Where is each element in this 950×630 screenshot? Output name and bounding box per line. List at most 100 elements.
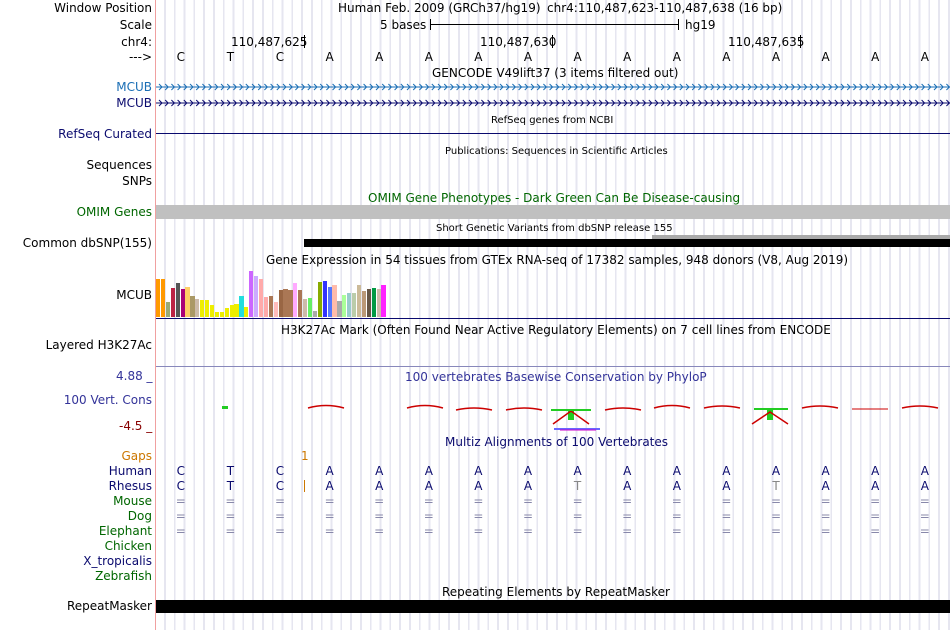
phylop-label[interactable]: 100 Vert. Cons — [63, 393, 152, 407]
multiz-title[interactable]: Multiz Alignments of 100 Vertebrates — [445, 435, 669, 449]
conserved-base-mark: = — [919, 509, 930, 523]
gtex-tissue-bar[interactable] — [268, 296, 273, 317]
gtex-tissue-bar[interactable] — [307, 298, 313, 317]
conserved-base-mark: = — [671, 509, 682, 523]
phylop-title[interactable]: 100 vertebrates Basewise Conservation by… — [405, 370, 707, 384]
publications-snps-label[interactable]: SNPs — [122, 174, 152, 188]
omim-label[interactable]: OMIM Genes — [76, 205, 152, 219]
gtex-tissue-bar[interactable] — [249, 271, 254, 317]
multiz-species-rhesus[interactable]: Rhesus — [108, 479, 152, 493]
gtex-tissue-bar[interactable] — [347, 293, 352, 317]
rhesus-base: A — [821, 479, 830, 493]
gtex-tissue-bar[interactable] — [312, 311, 318, 317]
conserved-base-mark: = — [572, 509, 583, 523]
human-base: A — [325, 464, 334, 478]
gtex-tissue-bar[interactable] — [214, 312, 220, 317]
omim-gene-bar[interactable] — [156, 205, 950, 219]
gtex-tissue-bar[interactable] — [381, 285, 386, 317]
gtex-tissue-bar[interactable] — [205, 300, 210, 317]
gtex-tissue-bar[interactable] — [366, 289, 371, 317]
phylop-plot[interactable] — [156, 398, 950, 434]
gtex-tissue-bar[interactable] — [332, 285, 337, 317]
repeatmasker-title[interactable]: Repeating Elements by RepeatMasker — [442, 585, 670, 599]
gtex-tissue-bar[interactable] — [303, 299, 308, 317]
gtex-tissue-bar[interactable] — [209, 305, 215, 317]
conserved-base-mark: = — [721, 524, 732, 538]
refseq-label[interactable]: RefSeq Curated — [58, 127, 152, 141]
gtex-tissue-bar[interactable] — [170, 288, 175, 317]
conserved-base-mark: = — [671, 494, 682, 508]
base-letter: C — [275, 50, 285, 64]
gtex-tissue-bar[interactable] — [229, 305, 234, 317]
gtex-tissue-bar[interactable] — [356, 285, 362, 317]
gtex-tissue-bar[interactable] — [361, 291, 367, 317]
gtex-tissue-bar[interactable] — [273, 302, 278, 317]
gtex-tissue-bar[interactable] — [219, 312, 224, 317]
multiz-species-elephant[interactable]: Elephant — [98, 524, 152, 538]
dbsnp-title[interactable]: Short Genetic Variants from dbSNP releas… — [436, 223, 673, 234]
gtex-tissue-bar[interactable] — [278, 290, 283, 317]
omim-title[interactable]: OMIM Gene Phenotypes - Dark Green Can Be… — [368, 191, 741, 205]
gtex-title[interactable]: Gene Expression in 54 tissues from GTEx … — [266, 253, 849, 267]
gtex-label[interactable]: MCUB — [116, 288, 152, 302]
gtex-tissue-bar[interactable] — [160, 279, 166, 317]
gtex-bar-chart[interactable] — [156, 271, 556, 317]
gtex-tissue-bar[interactable] — [195, 299, 200, 317]
gtex-tissue-bar[interactable] — [371, 288, 376, 317]
multiz-species-chicken[interactable]: Chicken — [104, 539, 152, 553]
gtex-tissue-bar[interactable] — [283, 289, 288, 317]
h3k27ac-title[interactable]: H3K27Ac Mark (Often Found Near Active Re… — [281, 323, 831, 337]
gtex-tissue-bar[interactable] — [165, 302, 171, 317]
gtex-tissue-bar[interactable] — [190, 296, 195, 317]
refseq-gene-line[interactable] — [156, 133, 950, 134]
rhesus-base: A — [375, 479, 384, 493]
gtex-tissue-bar[interactable] — [352, 293, 357, 317]
gtex-tissue-bar[interactable] — [317, 282, 322, 317]
gtex-tissue-bar[interactable] — [298, 290, 303, 317]
base-letter: A — [623, 50, 632, 64]
gtex-tissue-bar[interactable] — [342, 295, 347, 317]
conserved-base-mark: = — [274, 509, 286, 523]
multiz-species-dog[interactable]: Dog — [127, 509, 152, 523]
human-base: A — [871, 464, 880, 478]
dbsnp-label[interactable]: Common dbSNP(155) — [22, 236, 152, 250]
gtex-tissue-bar[interactable] — [156, 279, 161, 317]
multiz-gaps-label[interactable]: Gaps — [121, 449, 152, 463]
gtex-tissue-bar[interactable] — [293, 283, 298, 317]
gtex-tissue-bar[interactable] — [200, 300, 205, 317]
multiz-species-zebrafish[interactable]: Zebrafish — [95, 569, 152, 583]
gtex-tissue-bar[interactable] — [337, 301, 342, 317]
gtex-tissue-bar[interactable] — [180, 289, 185, 317]
repeatmasker-element-bar[interactable] — [156, 600, 950, 613]
gtex-tissue-bar[interactable] — [175, 283, 180, 317]
gtex-tissue-bar[interactable] — [327, 287, 332, 317]
gtex-tissue-bar[interactable] — [288, 290, 293, 317]
publications-sequences-label[interactable]: Sequences — [86, 158, 152, 172]
multiz-species-human[interactable]: Human — [108, 464, 152, 478]
publications-title[interactable]: Publications: Sequences in Scientific Ar… — [445, 146, 668, 157]
gencode-gene-2[interactable] — [156, 98, 950, 108]
gtex-tissue-bar[interactable] — [376, 289, 381, 317]
gencode-gene-label[interactable]: MCUB — [116, 80, 152, 94]
gtex-tissue-bar[interactable] — [234, 304, 239, 317]
gtex-tissue-bar[interactable] — [263, 297, 269, 317]
gtex-tissue-bar[interactable] — [244, 307, 249, 317]
multiz-species-mouse[interactable]: Mouse — [113, 494, 152, 508]
h3k27ac-label[interactable]: Layered H3K27Ac — [45, 338, 152, 352]
gencode-title[interactable]: GENCODE V49lift37 (3 items filtered out) — [432, 66, 679, 80]
gtex-tissue-bar[interactable] — [322, 281, 327, 317]
multiz-species-xtropicalis[interactable]: X_tropicalis — [83, 554, 152, 568]
dbsnp-variant-bar[interactable] — [304, 239, 950, 247]
gencode-gene-1[interactable] — [156, 82, 950, 92]
refseq-title[interactable]: RefSeq genes from NCBI — [491, 115, 614, 126]
base-letter: A — [722, 50, 731, 64]
conserved-base-mark: = — [770, 494, 782, 508]
repeatmasker-label[interactable]: RepeatMasker — [66, 599, 152, 613]
dbsnp-variant-bar-2[interactable] — [652, 235, 950, 239]
gtex-tissue-bar[interactable] — [185, 287, 190, 317]
gtex-tissue-bar[interactable] — [254, 276, 259, 317]
gtex-tissue-bar[interactable] — [258, 279, 264, 317]
gtex-tissue-bar[interactable] — [239, 296, 244, 317]
gencode-gene-label[interactable]: MCUB — [116, 96, 152, 110]
gtex-tissue-bar[interactable] — [224, 308, 229, 317]
